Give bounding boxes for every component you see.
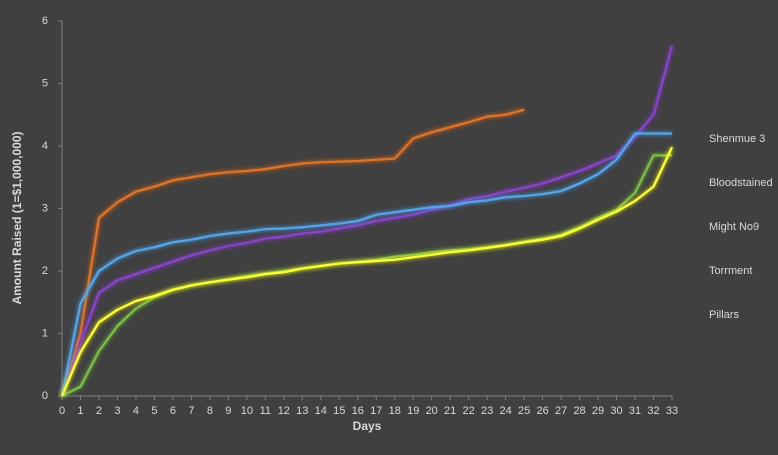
series-line [60,146,674,397]
y-tick-label: 5 [42,77,48,89]
x-axis-title: Days [353,419,382,433]
x-tick-label: 18 [389,405,401,417]
legend-label: Might No9 [709,221,759,233]
x-tick-label: 33 [666,405,678,417]
legend-label: Torrment [709,265,752,277]
series-line [60,132,672,397]
x-tick-label: 30 [610,405,622,417]
legend-label: Bloodstained [709,177,773,189]
x-tick-label: 24 [500,405,512,417]
legend-label: Pillars [709,309,739,321]
y-tick-label: 6 [42,15,48,27]
y-tick-label: 3 [42,202,48,214]
x-tick-label: 20 [426,405,438,417]
x-tick-label: 32 [647,405,659,417]
x-tick-label: 26 [536,405,548,417]
x-tick-label: 31 [629,405,641,417]
x-tick-label: 0 [59,405,65,417]
y-tick-label: 2 [42,265,48,277]
y-tick-label: 1 [42,327,48,339]
x-tick-label: 1 [77,405,83,417]
x-tick-label: 13 [296,405,308,417]
x-tick-label: 9 [225,405,231,417]
series-line [60,108,525,397]
x-tick-label: 29 [592,405,604,417]
x-tick-label: 22 [463,405,475,417]
x-tick-label: 6 [170,405,176,417]
x-tick-label: 8 [207,405,213,417]
x-tick-label: 2 [96,405,102,417]
series-line [60,45,674,397]
x-tick-label: 7 [188,405,194,417]
legend-label: Shenmue 3 [709,133,765,145]
x-tick-label: 3 [114,405,120,417]
x-tick-label: 21 [444,405,456,417]
x-tick-label: 27 [555,405,567,417]
x-tick-label: 25 [518,405,530,417]
x-tick-label: 15 [333,405,345,417]
x-tick-label: 17 [370,405,382,417]
x-tick-label: 16 [352,405,364,417]
x-tick-label: 19 [407,405,419,417]
y-tick-label: 4 [42,140,48,152]
x-tick-label: 5 [151,405,157,417]
x-tick-label: 10 [241,405,253,417]
x-tick-label: 28 [573,405,585,417]
x-tick-label: 4 [133,405,139,417]
x-tick-label: 14 [315,405,327,417]
x-tick-label: 12 [278,405,290,417]
x-tick-label: 23 [481,405,493,417]
x-tick-label: 11 [260,405,271,417]
y-axis-title: Amount Raised (1=$1,000,000) [10,131,24,304]
y-tick-label: 0 [42,390,48,402]
